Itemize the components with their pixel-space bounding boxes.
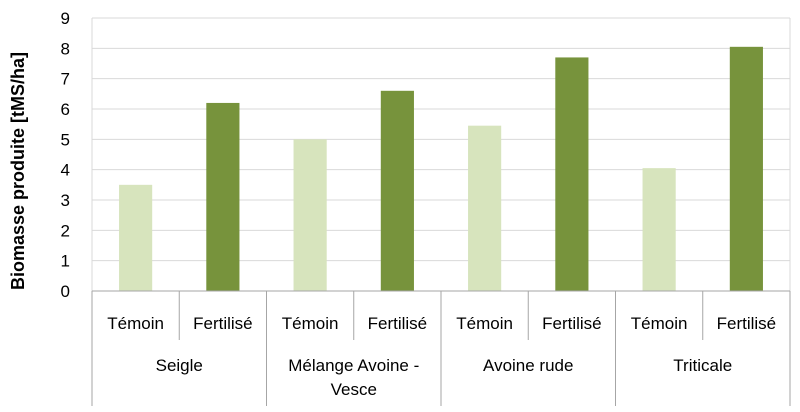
bar [729, 46, 763, 291]
gridlines [91, 17, 791, 292]
y-tick-label: 6 [61, 100, 70, 119]
y-tick-label: 2 [61, 221, 70, 240]
bar-category-label: Fertilisé [368, 314, 428, 333]
bar-category-label: Témoin [456, 314, 513, 333]
group-label: Seigle [156, 356, 203, 375]
bars [119, 46, 763, 291]
bar-category-label: Fertilisé [542, 314, 602, 333]
bar [293, 139, 327, 291]
bar-category-label: Témoin [107, 314, 164, 333]
bar-category-label: Témoin [282, 314, 339, 333]
y-tick-label: 5 [61, 130, 70, 149]
bar [468, 125, 502, 291]
y-tick-label: 3 [61, 191, 70, 210]
bar [642, 168, 676, 291]
y-tick-label: 7 [61, 70, 70, 89]
bar [119, 184, 153, 291]
y-tick-label: 0 [61, 282, 70, 301]
bar-category-label: Fertilisé [193, 314, 253, 333]
y-tick-labels: 0 1 2 3 4 5 6 7 8 9 [61, 9, 70, 301]
y-tick-label: 4 [61, 161, 70, 180]
group-label: Triticale [673, 356, 732, 375]
bar [380, 90, 414, 291]
y-axis-title: Biomasse produite [tMS/ha] [8, 52, 28, 290]
bar [206, 102, 240, 291]
group-label: Avoine rude [483, 356, 573, 375]
bar-category-label: Fertilisé [717, 314, 777, 333]
y-tick-label: 9 [61, 9, 70, 28]
bar [555, 57, 589, 291]
group-label: Vesce [331, 380, 377, 399]
category-axis: Témoin Fertilisé Seigle Témoin Fertilisé Méla… [91, 290, 791, 406]
y-tick-label: 8 [61, 39, 70, 58]
bar-category-label: Témoin [631, 314, 688, 333]
group-label: Mélange Avoine - [288, 356, 419, 375]
y-tick-label: 1 [61, 252, 70, 271]
